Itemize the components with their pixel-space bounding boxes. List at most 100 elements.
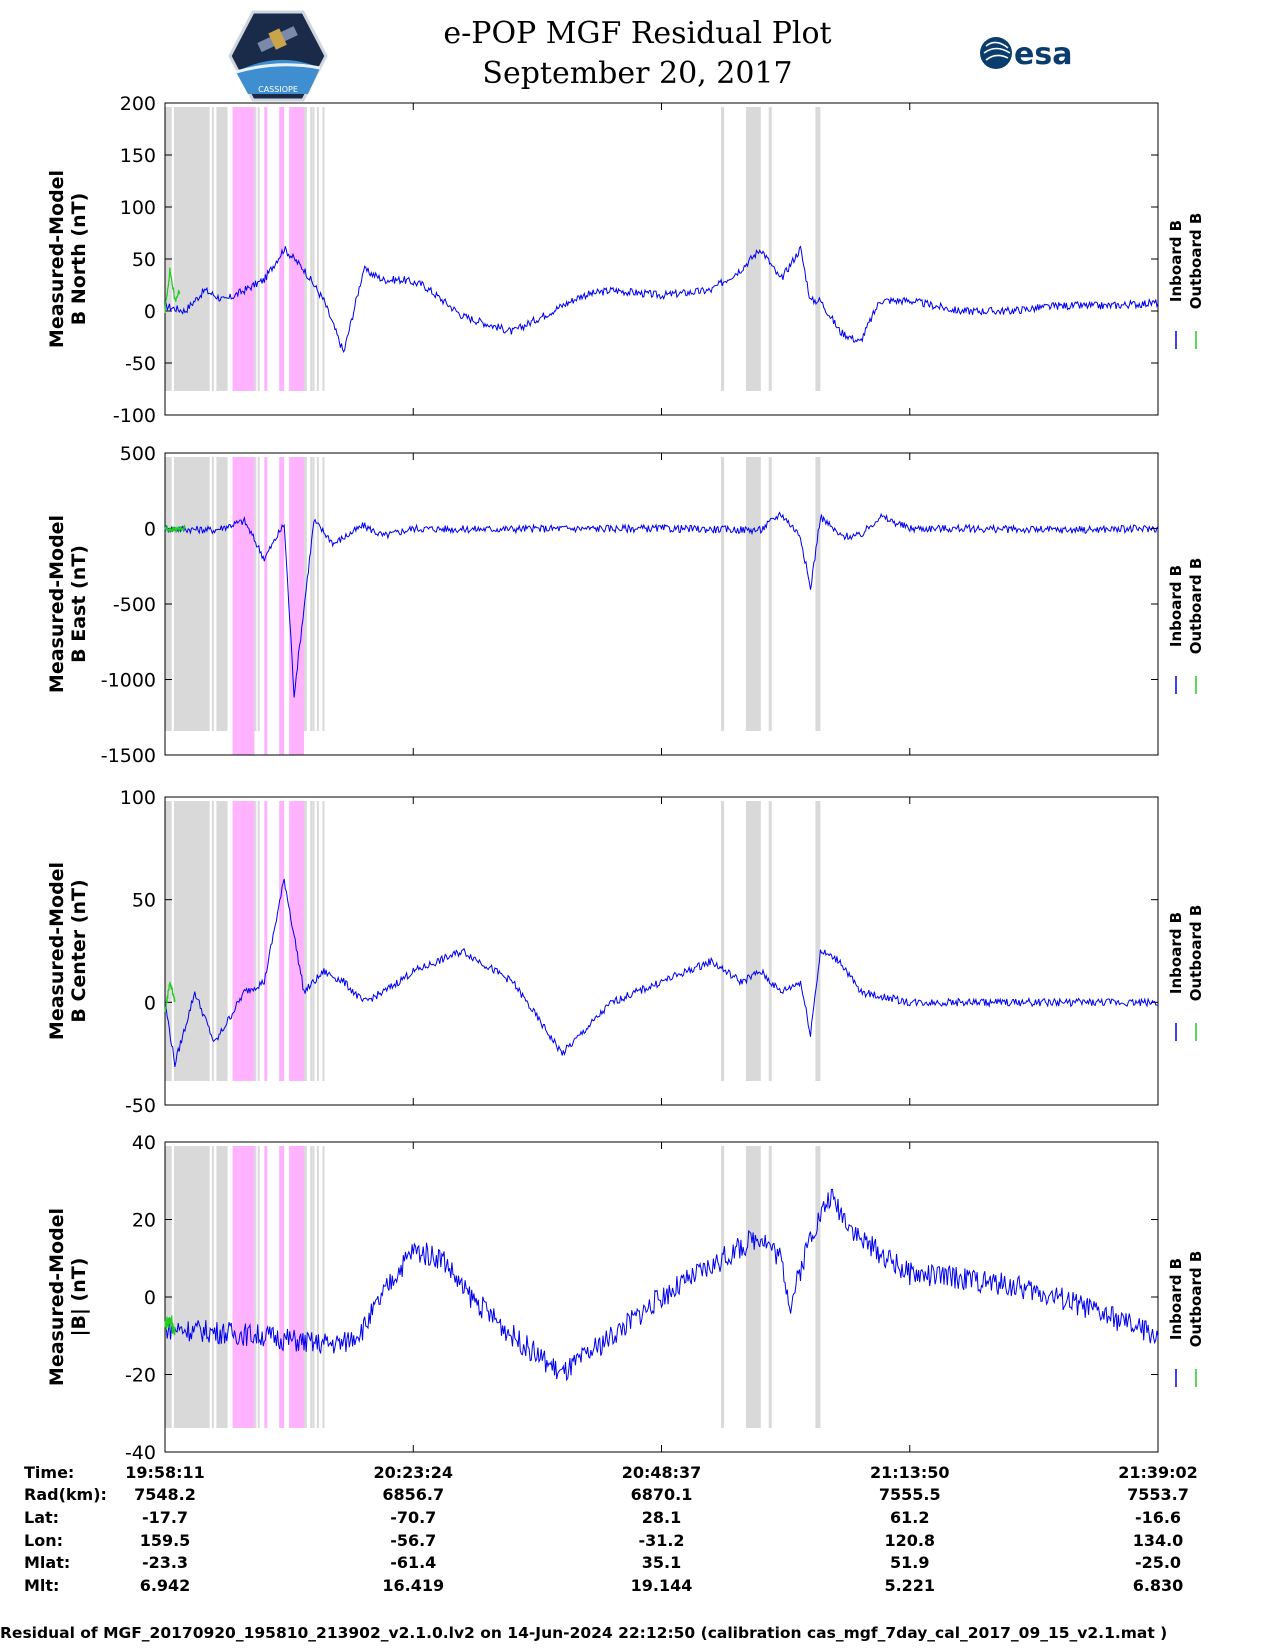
data-gap-band xyxy=(211,107,214,391)
y-axis-label-line1: Measured-Model xyxy=(46,170,68,348)
data-gap-band xyxy=(322,801,325,1081)
flag-band xyxy=(232,801,255,1081)
series-outboard-line xyxy=(164,267,181,314)
data-gap-band xyxy=(815,107,821,391)
data-gap-band xyxy=(322,107,325,391)
data-gap-band xyxy=(815,1146,821,1428)
table-cell-lat: 61.2 xyxy=(890,1508,929,1527)
data-gap-band xyxy=(173,457,210,731)
series-inboard-line xyxy=(164,1188,1159,1382)
data-gap-band xyxy=(165,457,172,731)
data-gap-band xyxy=(721,107,725,391)
flag-band xyxy=(279,801,285,1081)
legend: Inboard B Outboard B xyxy=(1167,213,1205,310)
y-tick-label: 500 xyxy=(120,443,156,465)
data-gap-band xyxy=(745,107,761,391)
flag-band xyxy=(264,107,268,391)
y-axis-label-line1: Measured-Model xyxy=(46,1208,68,1386)
y-tick-label: -1000 xyxy=(101,670,156,692)
data-gap-band xyxy=(721,1146,725,1428)
y-axis-label-line1: Measured-Model xyxy=(46,515,68,693)
flag-band xyxy=(264,457,268,755)
plot-date: September 20, 2017 xyxy=(482,56,793,91)
table-cell-mlat: -25.0 xyxy=(1135,1553,1181,1572)
y-tick-label: -50 xyxy=(125,1095,156,1117)
legend: Inboard B Outboard B xyxy=(1167,558,1205,655)
table-cell-time: 20:23:24 xyxy=(373,1463,453,1482)
data-gap-band xyxy=(721,801,725,1081)
y-tick-label: -100 xyxy=(113,405,156,427)
table-cell-mlt: 5.221 xyxy=(884,1576,935,1595)
table-row-label: Lat: xyxy=(24,1508,59,1527)
data-gap-band xyxy=(254,457,257,731)
legend-outboard: Outboard B xyxy=(1187,905,1205,1002)
table-cell-mlat: 35.1 xyxy=(642,1553,681,1572)
data-gap-band xyxy=(303,1146,307,1428)
data-gap-band xyxy=(815,457,821,731)
table-cell-lon: 159.5 xyxy=(140,1531,191,1550)
table-cell-mlt: 6.942 xyxy=(140,1576,191,1595)
y-axis-label-line1: Measured-Model xyxy=(46,862,68,1040)
data-gap-band xyxy=(257,107,260,391)
y-axis-label: Measured-Model|B| (nT) xyxy=(46,1208,90,1386)
y-axis-label-line2: B East (nT) xyxy=(68,545,90,663)
data-gap-band xyxy=(254,107,257,391)
table-row-label: Mlat: xyxy=(24,1553,70,1572)
data-gap-band xyxy=(165,107,172,391)
y-tick-label: 0 xyxy=(144,301,156,323)
flag-band xyxy=(279,1146,285,1428)
table-cell-lat: 28.1 xyxy=(642,1508,681,1527)
table-cell-time: 19:58:11 xyxy=(125,1463,205,1482)
data-gap-band xyxy=(211,457,214,731)
series-outboard-line xyxy=(164,1315,176,1336)
data-gap-band xyxy=(211,1146,214,1428)
y-axis-label-line2: |B| (nT) xyxy=(68,1258,90,1337)
y-tick-label: -20 xyxy=(125,1365,156,1387)
table-cell-lat: -17.7 xyxy=(142,1508,188,1527)
data-gap-band xyxy=(303,107,307,391)
data-gap-band xyxy=(316,457,319,731)
data-gap-band xyxy=(173,1146,210,1428)
flag-band xyxy=(232,457,255,755)
table-cell-rad: 7553.7 xyxy=(1127,1485,1189,1504)
table-cell-mlt: 16.419 xyxy=(382,1576,444,1595)
legend-outboard: Outboard B xyxy=(1187,558,1205,655)
flag-band xyxy=(264,801,268,1081)
table-row-label: Time: xyxy=(24,1463,74,1482)
data-gap-band xyxy=(316,1146,319,1428)
series-inboard-line xyxy=(165,245,1159,353)
y-tick-label: 100 xyxy=(120,787,156,809)
legend-outboard: Outboard B xyxy=(1187,213,1205,310)
data-gap-band xyxy=(312,1146,315,1428)
table-cell-mlt: 19.144 xyxy=(631,1576,693,1595)
data-gap-band xyxy=(721,457,725,731)
data-gap-band xyxy=(173,801,210,1081)
legend-inboard: Inboard B xyxy=(1167,220,1185,302)
legend-outboard: Outboard B xyxy=(1187,1251,1205,1348)
table-cell-mlat: -23.3 xyxy=(142,1553,188,1572)
data-gap-band xyxy=(303,801,307,1081)
table-cell-mlat: -61.4 xyxy=(390,1553,436,1572)
table-cell-rad: 7548.2 xyxy=(134,1485,196,1504)
data-gap-band xyxy=(254,1146,257,1428)
data-gap-band xyxy=(322,1146,325,1428)
data-gap-band xyxy=(768,457,772,731)
y-tick-label: 0 xyxy=(144,1287,156,1309)
plot-title: e-POP MGF Residual Plot xyxy=(443,16,832,51)
legend-inboard: Inboard B xyxy=(1167,912,1185,994)
y-tick-label: 200 xyxy=(120,93,156,115)
cassiope-mission-logo-icon: CASSIOPE xyxy=(228,10,328,102)
table-cell-mlat: 51.9 xyxy=(890,1553,929,1572)
data-gap-band xyxy=(257,1146,260,1428)
y-tick-label: 50 xyxy=(132,890,156,912)
table-row-label: Lon: xyxy=(24,1531,63,1550)
series-inboard-line xyxy=(164,511,1159,698)
panel-3: 100 50 0 -50 Measured-ModelB Center (nT) Inbo… xyxy=(46,787,1205,1117)
data-gap-band xyxy=(768,801,772,1081)
table-cell-lon: 120.8 xyxy=(884,1531,935,1550)
panel-1: 200 150 100 50 0 -50 -100 Measured-ModelB North… xyxy=(46,93,1205,427)
data-gap-band xyxy=(768,1146,772,1428)
data-gap-band xyxy=(310,1146,313,1428)
y-tick-label: -40 xyxy=(125,1442,156,1464)
